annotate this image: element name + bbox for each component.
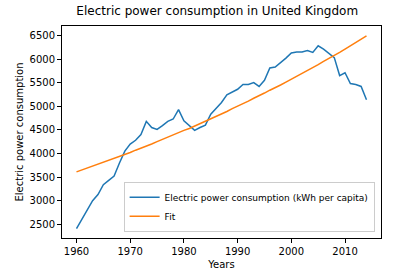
- svg-text:4500: 4500: [30, 124, 55, 135]
- svg-text:Fit: Fit: [165, 212, 176, 222]
- svg-text:6500: 6500: [30, 30, 55, 41]
- svg-text:5500: 5500: [30, 77, 55, 88]
- svg-text:2500: 2500: [30, 219, 55, 230]
- svg-text:1990: 1990: [225, 246, 250, 257]
- svg-text:Electric power consumption (kW: Electric power consumption (kWh per capi…: [165, 193, 368, 203]
- svg-text:1960: 1960: [64, 246, 89, 257]
- svg-text:3500: 3500: [30, 172, 55, 183]
- svg-text:Years: Years: [207, 259, 234, 270]
- svg-text:6000: 6000: [30, 54, 55, 65]
- svg-text:Electric power consumption: Electric power consumption: [14, 62, 25, 201]
- svg-text:5000: 5000: [30, 101, 55, 112]
- svg-text:2010: 2010: [332, 246, 357, 257]
- svg-text:2000: 2000: [279, 246, 304, 257]
- svg-text:1970: 1970: [117, 246, 142, 257]
- svg-text:4000: 4000: [30, 148, 55, 159]
- svg-text:1980: 1980: [171, 246, 196, 257]
- svg-text:3000: 3000: [30, 195, 55, 206]
- svg-text:Electric power consumption in: Electric power consumption in United Kin…: [76, 4, 358, 18]
